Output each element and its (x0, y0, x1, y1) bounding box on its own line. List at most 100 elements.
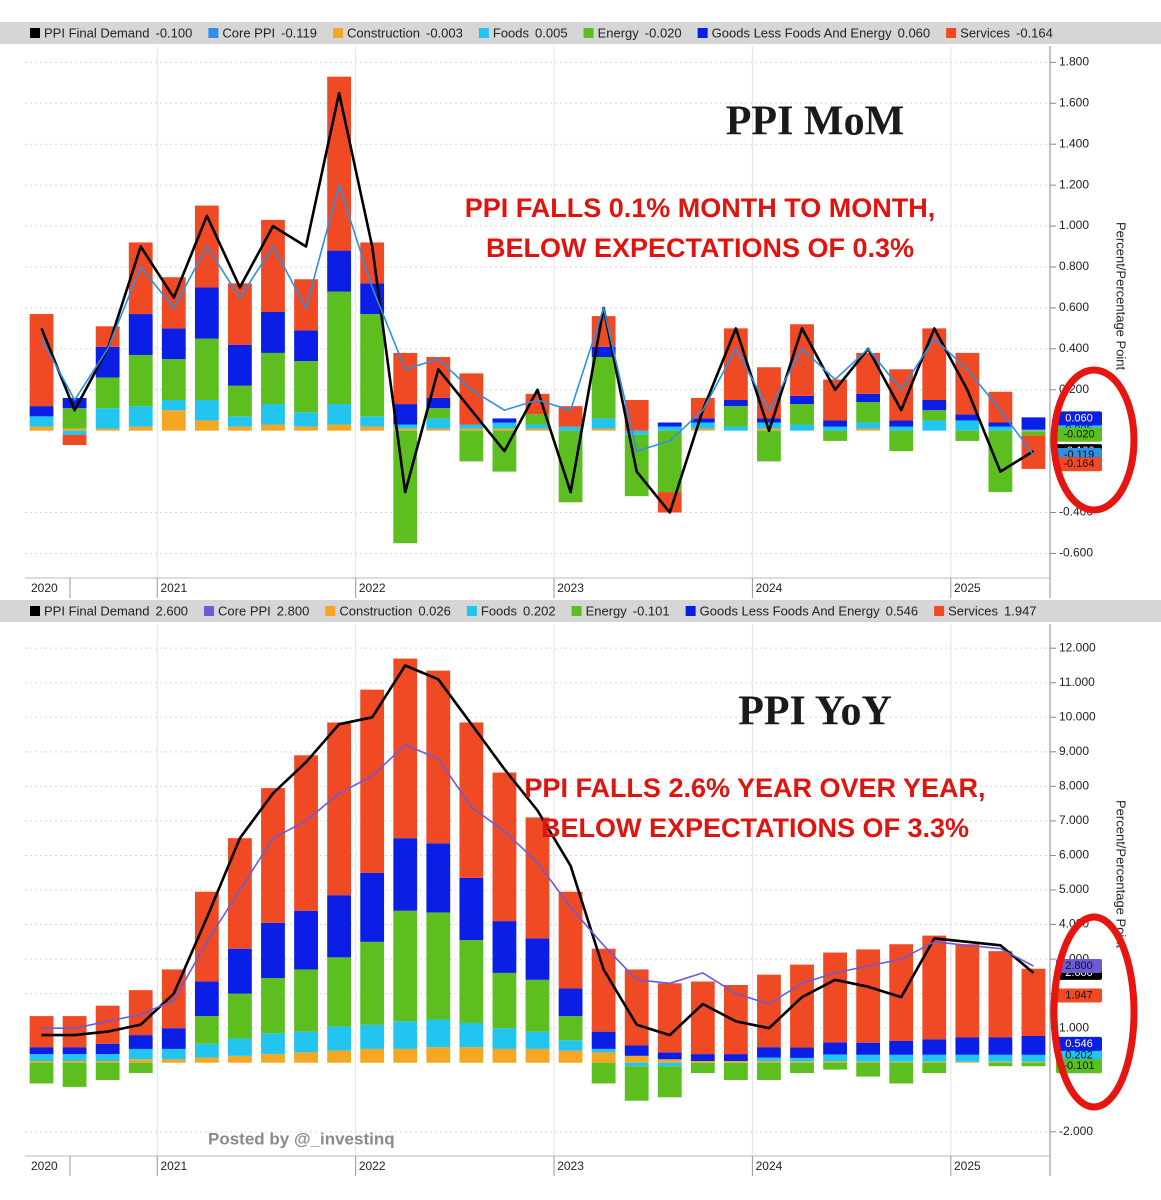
bar (426, 428, 451, 431)
bar (823, 379, 847, 421)
bar (823, 430, 847, 441)
bar (194, 399, 219, 421)
bar (1021, 430, 1046, 432)
bar (360, 314, 385, 417)
legend-value: 0.060 (898, 25, 931, 40)
bar (426, 408, 451, 419)
legend-swatch (583, 28, 594, 38)
bar (459, 1047, 484, 1063)
bar (723, 399, 748, 407)
bar (657, 983, 682, 1053)
legend-swatch (934, 606, 945, 616)
bar (790, 404, 814, 425)
bar (790, 1047, 814, 1058)
y-tick-label: 11.000 (1059, 675, 1095, 689)
bar (856, 428, 881, 431)
legend-label: Goods Less Foods And Energy (700, 603, 880, 618)
bar (393, 910, 418, 1022)
legend-value: -0.020 (645, 25, 682, 40)
bar (459, 373, 484, 425)
bar (228, 283, 252, 345)
bar (790, 1062, 814, 1074)
bar (856, 422, 881, 429)
bar (194, 420, 219, 431)
bar (29, 406, 54, 417)
bar (1021, 417, 1046, 430)
bar (360, 1024, 385, 1049)
bar (1021, 1061, 1046, 1063)
bar (591, 948, 616, 1032)
y-tick-label: 7.000 (1059, 813, 1089, 827)
y-tick-label: 10.000 (1059, 709, 1096, 723)
bar (128, 1062, 153, 1074)
bar (591, 346, 616, 358)
bar (261, 978, 285, 1034)
bar (591, 1048, 616, 1053)
bar (426, 1047, 451, 1063)
bar (62, 408, 87, 429)
bar (360, 242, 385, 284)
legend-value: -0.119 (281, 25, 317, 40)
bar (856, 949, 881, 1043)
value-tag-label: -0.020 (1063, 429, 1094, 441)
bar (228, 993, 252, 1039)
bar (95, 1043, 120, 1055)
bar (294, 755, 318, 911)
bar (955, 1061, 980, 1063)
bar (29, 1061, 54, 1063)
bar (922, 1062, 947, 1074)
x-tick-label: 2025 (954, 581, 981, 595)
x-tick-label: 2022 (359, 581, 386, 595)
bar (426, 397, 451, 409)
bar (856, 1042, 881, 1055)
bar (823, 420, 847, 427)
y-tick-label: 1.800 (1059, 55, 1089, 69)
legend-value: -0.164 (1016, 25, 1053, 40)
bar (261, 1033, 285, 1055)
bar (558, 1050, 583, 1063)
bar (294, 1052, 318, 1063)
bar (757, 974, 781, 1048)
value-tag-label: 1.947 (1065, 989, 1093, 1001)
bar (161, 969, 186, 1029)
bar (690, 428, 715, 431)
legend-value: -0.100 (156, 25, 193, 40)
bar (889, 430, 914, 452)
annotation: BELOW EXPECTATIONS OF 0.3% (486, 233, 914, 263)
bar (823, 1042, 847, 1055)
legend-swatch (208, 28, 219, 38)
bar (393, 658, 418, 839)
legend-value: 2.800 (277, 603, 310, 618)
bar (194, 1016, 219, 1044)
bar (690, 1054, 715, 1061)
bar (492, 772, 517, 922)
bar (360, 872, 385, 942)
bar (823, 426, 847, 431)
y-tick-label: 1.000 (1059, 1020, 1089, 1034)
bar (558, 1016, 583, 1041)
bar (558, 891, 583, 989)
bar (228, 1038, 252, 1056)
bar (558, 426, 583, 431)
value-tag-label: 2.800 (1065, 960, 1093, 972)
bar (327, 404, 352, 425)
bar (228, 838, 252, 949)
legend-swatch (466, 606, 477, 616)
x-tick-label: 2022 (359, 1159, 386, 1173)
bar (294, 361, 318, 413)
y-tick-label: 1.400 (1059, 136, 1089, 150)
value-tag (1056, 457, 1102, 472)
bar (624, 1066, 649, 1101)
bar (161, 1048, 186, 1060)
bar (723, 985, 748, 1055)
bar (459, 722, 484, 878)
y-tick-label: 6.000 (1059, 848, 1089, 862)
bar (426, 843, 451, 913)
bar (955, 414, 980, 421)
y-tick-label: 1.600 (1059, 95, 1089, 109)
bar (459, 428, 484, 431)
legend-value: 0.005 (535, 25, 568, 40)
value-tag (1056, 988, 1102, 1003)
bar (856, 352, 881, 394)
bar (426, 357, 451, 398)
